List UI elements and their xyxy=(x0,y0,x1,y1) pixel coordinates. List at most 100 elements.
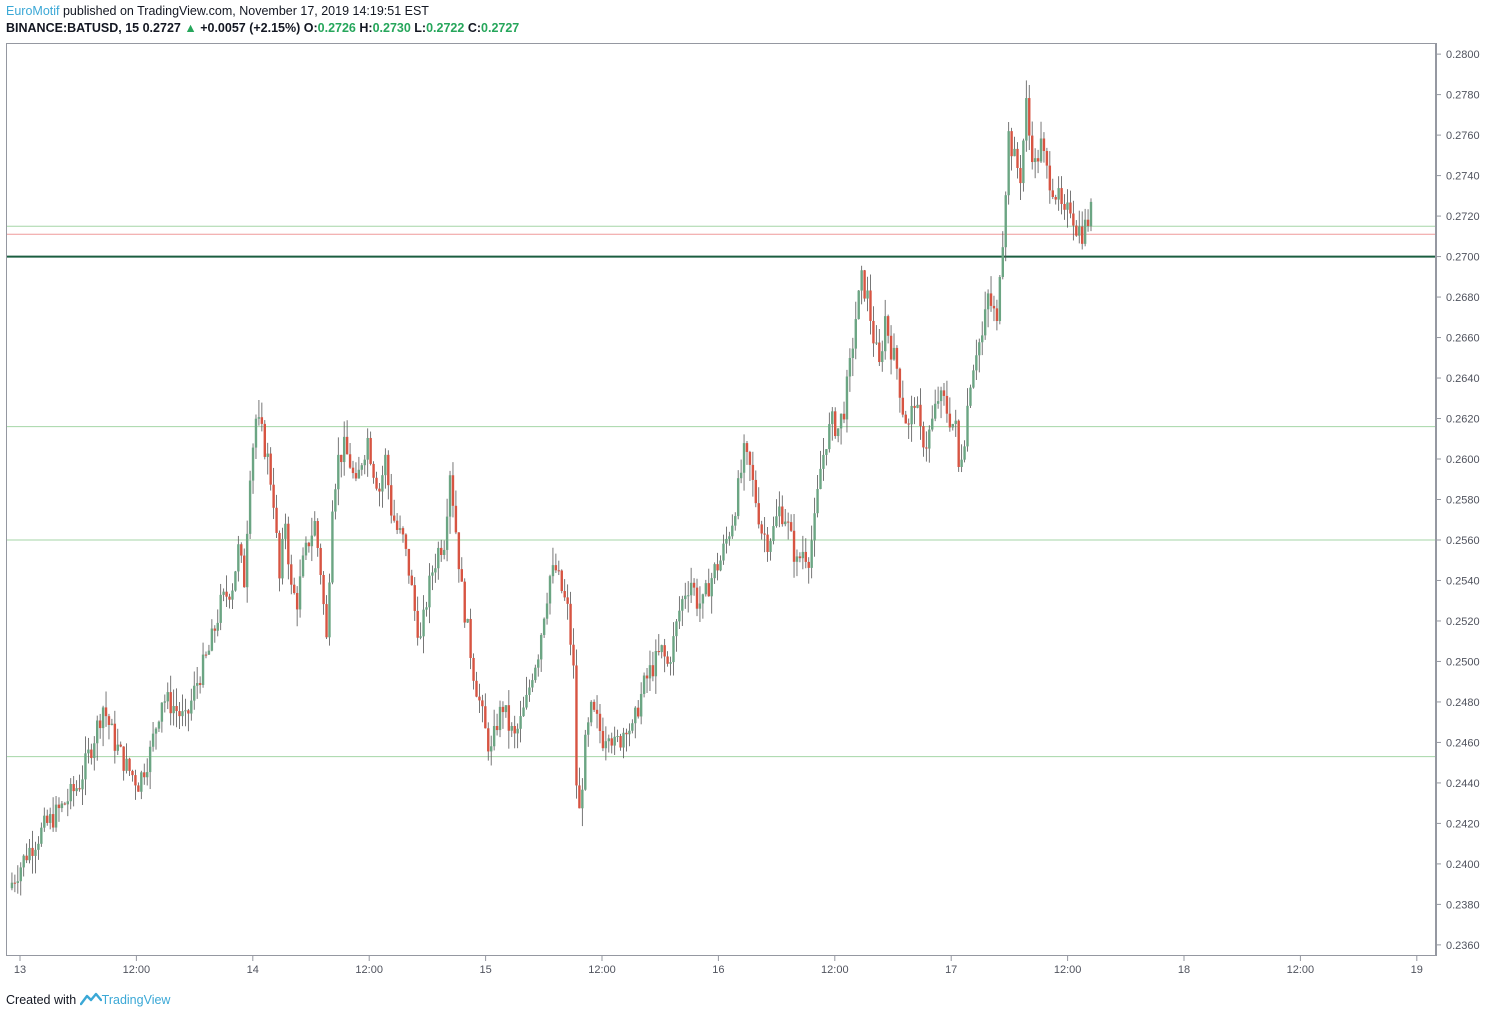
candle-body xyxy=(1007,131,1010,196)
candle-body xyxy=(522,707,525,717)
candle-body xyxy=(131,770,134,776)
candle-body xyxy=(851,348,855,358)
candle-body xyxy=(836,428,840,437)
candle-body xyxy=(601,730,605,749)
candle-body xyxy=(963,446,966,460)
candle-body xyxy=(913,405,916,408)
candle-body xyxy=(328,582,331,638)
candle-body xyxy=(678,610,681,622)
candle-body xyxy=(1033,158,1037,163)
candle-body xyxy=(310,535,314,547)
symbol-label: BINANCE:BATUSD, 15 xyxy=(6,21,140,35)
candle-body xyxy=(957,420,960,467)
candle-body xyxy=(204,654,208,656)
y-tick-label: 0.2660 xyxy=(1446,333,1480,345)
candle-body xyxy=(792,530,796,562)
candle-body xyxy=(675,621,678,637)
created-with-text: Created with xyxy=(6,993,77,1007)
candle-body xyxy=(681,599,684,611)
candle-body xyxy=(25,855,28,861)
candle-body xyxy=(566,597,569,604)
candle-body xyxy=(795,556,799,562)
candle-body xyxy=(448,475,452,517)
candle-body xyxy=(548,576,552,604)
candle-body xyxy=(481,700,484,707)
x-tick-label: 14 xyxy=(247,964,259,976)
candle-body xyxy=(901,397,905,415)
candle-body xyxy=(660,645,663,653)
candle-body xyxy=(178,711,181,717)
candle-body xyxy=(387,454,390,486)
candle-body xyxy=(169,692,172,714)
candle-body xyxy=(269,453,272,485)
candle-body xyxy=(228,596,231,600)
candle-body xyxy=(319,547,322,575)
candle-body xyxy=(51,814,55,828)
candle-body xyxy=(1086,219,1090,226)
x-tick-label: 13 xyxy=(14,964,26,976)
candle-body xyxy=(575,665,578,786)
candle-body xyxy=(275,507,278,533)
candle-body xyxy=(413,585,416,611)
candle-body xyxy=(216,622,219,631)
candle-body xyxy=(728,536,731,539)
footer: Created with TradingView xyxy=(6,992,170,1009)
candle-body xyxy=(666,656,669,664)
candle-body xyxy=(257,417,261,419)
open-value: 0.2726 xyxy=(317,21,356,35)
last-price: 0.2727 xyxy=(142,21,181,35)
candle-body xyxy=(1039,138,1043,162)
candle-body xyxy=(842,413,846,420)
candle-body xyxy=(1013,148,1016,157)
candle-body xyxy=(98,720,102,729)
candle-body xyxy=(789,522,793,531)
y-tick-label: 0.2780 xyxy=(1446,90,1480,102)
candle-body xyxy=(551,565,555,577)
candle-body xyxy=(22,855,25,868)
author-link[interactable]: EuroMotif xyxy=(6,4,60,18)
candle-body xyxy=(1051,190,1054,197)
candle-body xyxy=(651,665,655,677)
candle-body xyxy=(986,293,990,310)
candle-body xyxy=(190,700,193,714)
y-tick-label: 0.2560 xyxy=(1446,535,1480,547)
candle-body xyxy=(260,417,264,424)
candle-body xyxy=(1028,98,1031,136)
candle-body xyxy=(407,548,411,576)
candle-body xyxy=(763,533,766,535)
tradingview-logo-icon[interactable] xyxy=(79,992,102,1009)
candle-body xyxy=(492,725,496,747)
candle-body xyxy=(610,738,613,746)
candle-body xyxy=(572,644,575,666)
candle-body xyxy=(722,543,725,561)
tradingview-brand[interactable]: TradingView xyxy=(101,993,171,1007)
candle-body xyxy=(198,683,202,685)
candle-body xyxy=(778,506,781,517)
candle-body xyxy=(1054,196,1057,200)
candle-body xyxy=(101,707,105,729)
candle-body xyxy=(713,564,716,579)
candle-body xyxy=(534,667,537,681)
candle-body xyxy=(698,603,702,609)
candle-body xyxy=(845,376,849,420)
candle-body xyxy=(466,618,469,623)
candle-body xyxy=(166,692,169,702)
candle-body xyxy=(654,651,658,677)
chart-pane[interactable] xyxy=(6,43,1436,956)
candle-body xyxy=(631,723,634,731)
candle-body xyxy=(66,801,70,805)
candle-body xyxy=(978,342,981,356)
candle-body xyxy=(772,526,775,542)
candle-body xyxy=(860,270,863,291)
candle-body xyxy=(819,468,822,490)
candle-body xyxy=(504,705,508,713)
candle-body xyxy=(1066,202,1069,210)
candle-body xyxy=(604,741,608,749)
candle-body xyxy=(334,489,337,512)
candle-body xyxy=(372,463,375,478)
candle-body xyxy=(731,525,734,537)
candle-body xyxy=(916,404,919,408)
publish-info: EuroMotif published on TradingView.com, … xyxy=(6,4,429,18)
y-tick-label: 0.2760 xyxy=(1446,130,1480,142)
